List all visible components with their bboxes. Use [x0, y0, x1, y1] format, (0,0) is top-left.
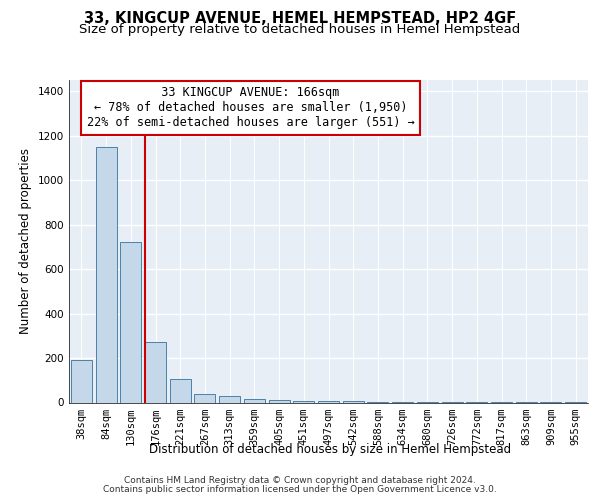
- Bar: [244, 399, 265, 402]
- Text: 33, KINGCUP AVENUE, HEMEL HEMPSTEAD, HP2 4GF: 33, KINGCUP AVENUE, HEMEL HEMPSTEAD, HP2…: [84, 11, 516, 26]
- Text: 33 KINGCUP AVENUE: 166sqm  
← 78% of detached houses are smaller (1,950)
22% of : 33 KINGCUP AVENUE: 166sqm ← 78% of detac…: [87, 86, 415, 130]
- Bar: [219, 396, 240, 402]
- Text: Size of property relative to detached houses in Hemel Hempstead: Size of property relative to detached ho…: [79, 22, 521, 36]
- Text: Distribution of detached houses by size in Hemel Hempstead: Distribution of detached houses by size …: [149, 442, 511, 456]
- Bar: [120, 242, 141, 402]
- Bar: [170, 378, 191, 402]
- Y-axis label: Number of detached properties: Number of detached properties: [19, 148, 32, 334]
- Bar: [293, 400, 314, 402]
- Bar: [269, 400, 290, 402]
- Text: Contains public sector information licensed under the Open Government Licence v3: Contains public sector information licen…: [103, 485, 497, 494]
- Bar: [194, 394, 215, 402]
- Bar: [71, 360, 92, 403]
- Text: Contains HM Land Registry data © Crown copyright and database right 2024.: Contains HM Land Registry data © Crown c…: [124, 476, 476, 485]
- Bar: [145, 342, 166, 402]
- Bar: [95, 146, 116, 402]
